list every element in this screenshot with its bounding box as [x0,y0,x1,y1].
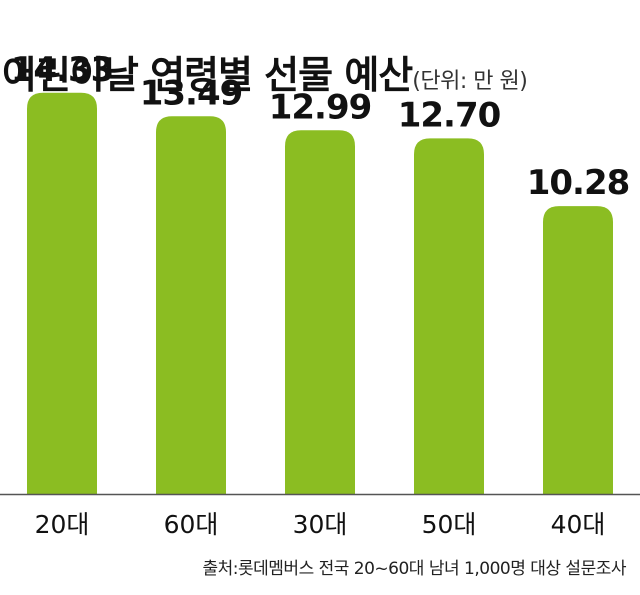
category-label-1: 20대 [35,510,90,539]
source-note: 출처:롯데멤버스 전국 20~60대 남녀 1,000명 대상 설문조사 [202,559,627,579]
bar-1 [27,92,97,494]
category-label-3: 30대 [293,510,348,539]
bar-5 [543,206,613,494]
chart-title: 어린이날 연령별 선물 예산 [2,53,413,97]
category-label-5: 40대 [551,510,606,539]
chart-title-row: 어린이날 연령별 선물 예산(단위: 만 원) [2,44,528,99]
unit-note: (단위: 만 원) [412,69,528,94]
bar-2 [156,116,226,494]
bar-value-label-4: 12.70 [398,95,501,135]
bar-4 [414,138,484,494]
bar-value-label-3: 12.99 [269,87,372,127]
bar-3 [285,130,355,494]
category-label-4: 50대 [422,510,477,539]
bar-value-label-1: 14.33 [11,50,114,90]
bar-value-label-5: 10.28 [527,163,630,203]
category-label-2: 60대 [164,510,219,539]
bar-value-label-2: 13.49 [140,73,243,113]
